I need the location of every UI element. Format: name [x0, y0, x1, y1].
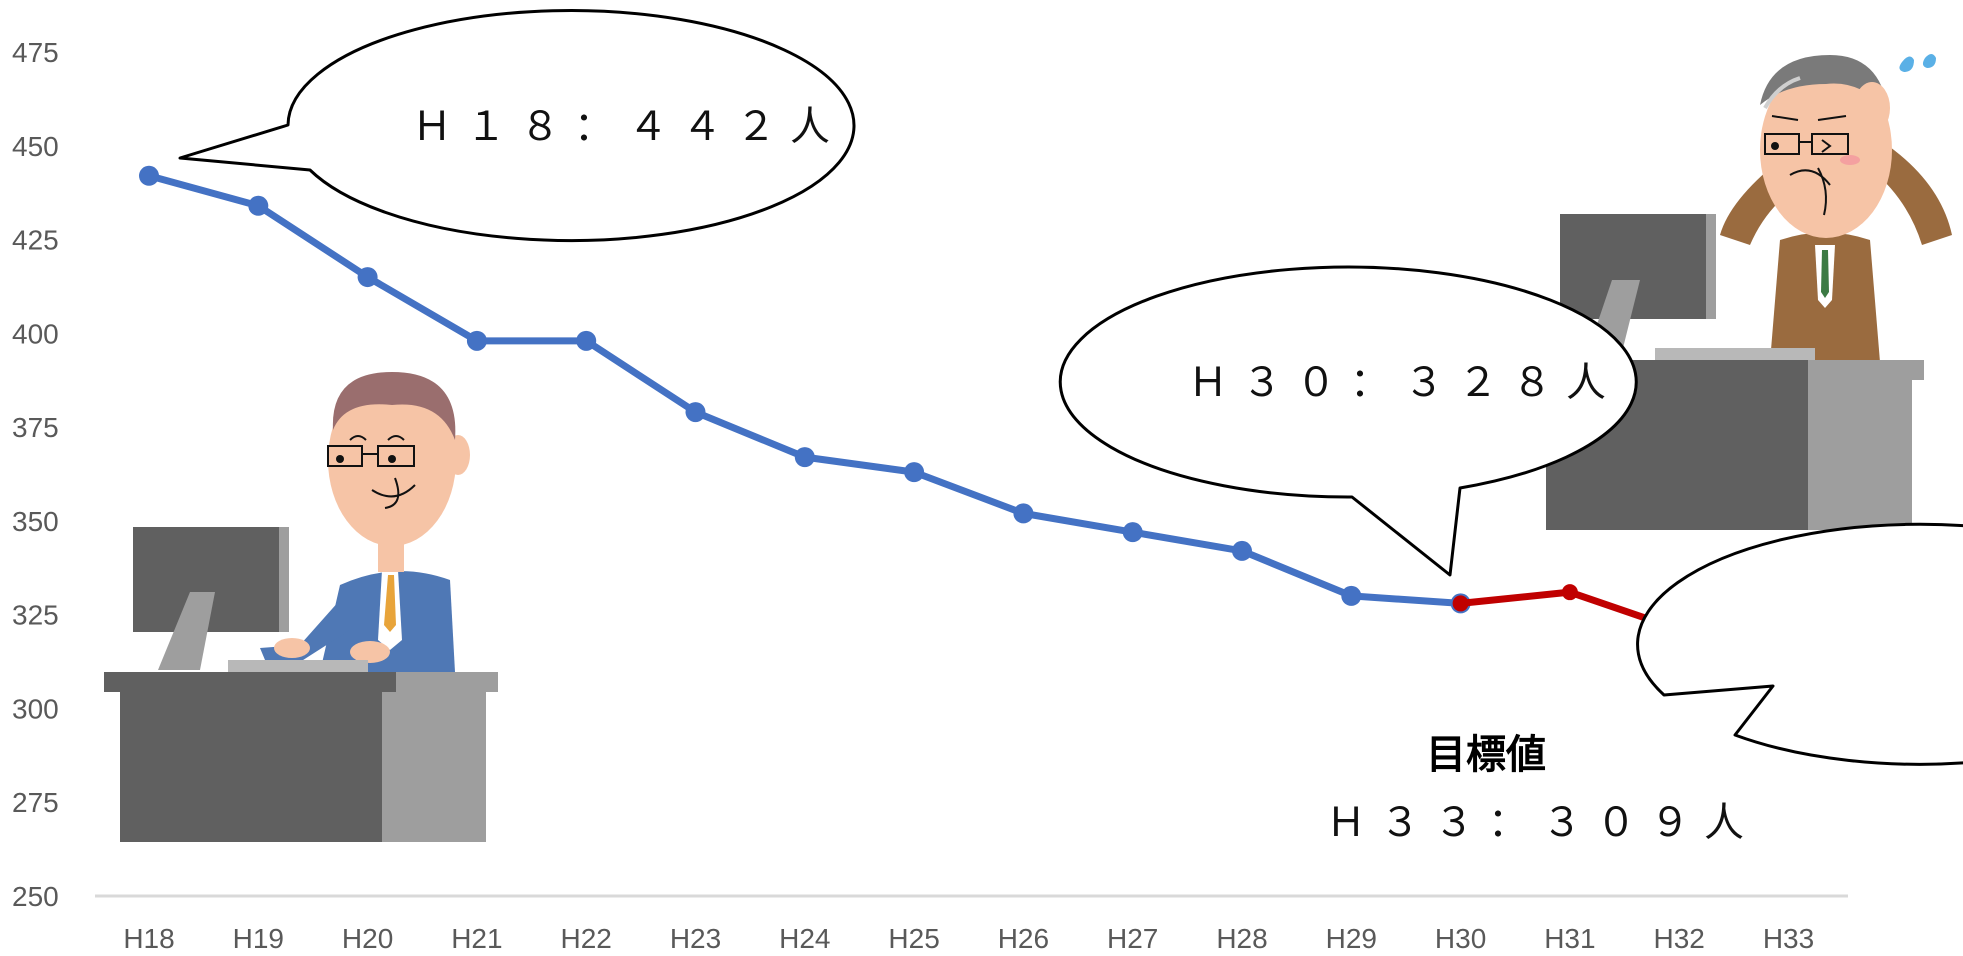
x-tick-label: H22 — [561, 923, 612, 954]
x-tick-label: H33 — [1763, 923, 1814, 954]
y-tick-label: 250 — [12, 881, 59, 912]
y-tick-label: 350 — [12, 506, 59, 537]
y-tick-labels: 250 275 300 325 350 375 400 425 450 475 — [12, 37, 59, 912]
data-point — [1013, 503, 1034, 524]
y-tick-label: 400 — [12, 318, 59, 349]
y-tick-label: 475 — [12, 37, 59, 68]
annotation-h30-bubble: Ｈ３０：３２８人 — [1058, 265, 1638, 577]
x-tick-label: H24 — [779, 923, 830, 954]
x-tick-label: H28 — [1216, 923, 1267, 954]
x-tick-label: H31 — [1544, 923, 1595, 954]
data-point — [904, 462, 925, 483]
annotation-target-bubble: 目標値 Ｈ３３：３０９人 — [1326, 522, 1963, 846]
x-tick-label: H21 — [451, 923, 502, 954]
x-tick-label: H23 — [670, 923, 721, 954]
x-tick-label: H20 — [342, 923, 393, 954]
worried-businessman-at-desk-icon — [1530, 54, 1952, 530]
y-tick-label: 450 — [12, 131, 59, 162]
x-tick-label: H32 — [1654, 923, 1705, 954]
y-tick-label: 425 — [12, 225, 59, 256]
data-point — [1232, 540, 1252, 561]
x-tick-label: H25 — [888, 923, 939, 954]
x-tick-label: H19 — [233, 923, 284, 954]
data-point — [466, 330, 487, 351]
y-tick-label: 275 — [12, 787, 59, 818]
data-point — [139, 165, 159, 186]
data-point — [248, 195, 269, 216]
y-tick-label: 375 — [12, 412, 59, 443]
data-point — [357, 267, 378, 288]
data-point — [576, 330, 597, 351]
data-point — [794, 447, 815, 468]
x-tick-labels: H18 H19 H20 H21 H22 H23 H24 H25 H26 H27 H28 H29 H30 H… — [123, 923, 1814, 954]
data-point — [1122, 522, 1143, 543]
x-tick-label: H26 — [998, 923, 1049, 954]
x-tick-label: H30 — [1435, 923, 1486, 954]
y-tick-label: 325 — [12, 600, 59, 631]
data-point — [1452, 595, 1469, 612]
annotation-h30-text: Ｈ３０：３２８人 — [1188, 360, 1620, 406]
x-tick-label: H27 — [1107, 923, 1158, 954]
annotation-h18-bubble: Ｈ１８：４４２人 — [178, 9, 856, 243]
annotation-target-title: 目標値 — [1426, 732, 1546, 778]
y-tick-label: 300 — [12, 693, 59, 724]
data-point — [685, 402, 706, 423]
annotation-h18-text: Ｈ１８：４４２人 — [412, 104, 844, 150]
x-tick-label: H29 — [1326, 923, 1377, 954]
data-point — [1341, 585, 1362, 606]
happy-businessman-at-desk-icon — [104, 372, 498, 842]
annotation-target-value: Ｈ３３：３０９人 — [1326, 800, 1758, 846]
data-point — [1561, 584, 1578, 601]
x-tick-label: H18 — [123, 923, 174, 954]
